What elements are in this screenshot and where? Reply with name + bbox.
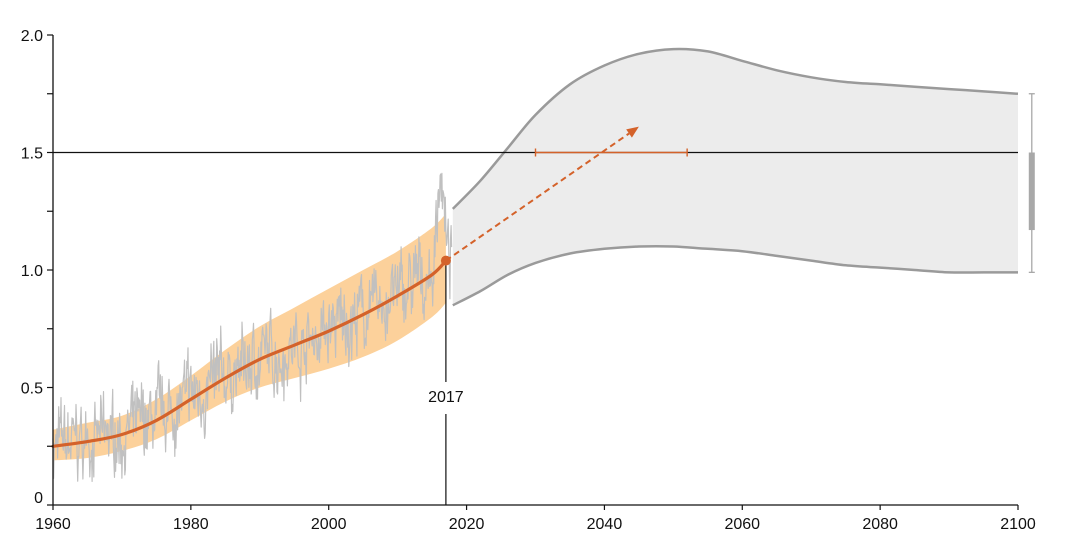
range-2100-box [1028,152,1035,231]
projection-arrow-shaft [445,132,630,262]
projection-envelope-layer [451,47,1019,307]
axes-layer: 0 0.5 1.0 1.5 2.0 1960 1980 2000 2020 2040 2060 208… [21,28,1036,533]
x-tick-label: 2020 [449,516,485,533]
y-tick-label: 0 [34,490,43,507]
x-tick-label: 1980 [173,516,209,533]
trend-layer [51,126,688,448]
y-tick-label: 1.0 [21,263,43,280]
x-tick-label: 2040 [587,516,623,533]
projection-lower-edge [452,244,1018,307]
trend-uncertainty-band [53,213,446,461]
current-point-marker [440,255,451,266]
marker-year-label: 2017 [428,389,464,406]
x-tick-label: 2080 [862,516,898,533]
x-tick-label: 2000 [311,516,347,533]
x-tick-label: 1960 [35,516,71,533]
projection-arrow-head [626,126,639,138]
x-tick-label: 2100 [1000,516,1036,533]
y-tick-label: 1.5 [21,146,43,163]
observed-monthly-line [52,172,453,482]
trend-band-layer [53,213,446,461]
y-tick-label: 0.5 [21,381,43,398]
observed-series-layer [52,172,453,482]
x-tick-label: 2060 [724,516,760,533]
trend-line [51,259,448,448]
projection-envelope-fill [452,48,1018,306]
y-tick-label: 2.0 [21,28,43,45]
projection-upper-edge [451,47,1019,210]
